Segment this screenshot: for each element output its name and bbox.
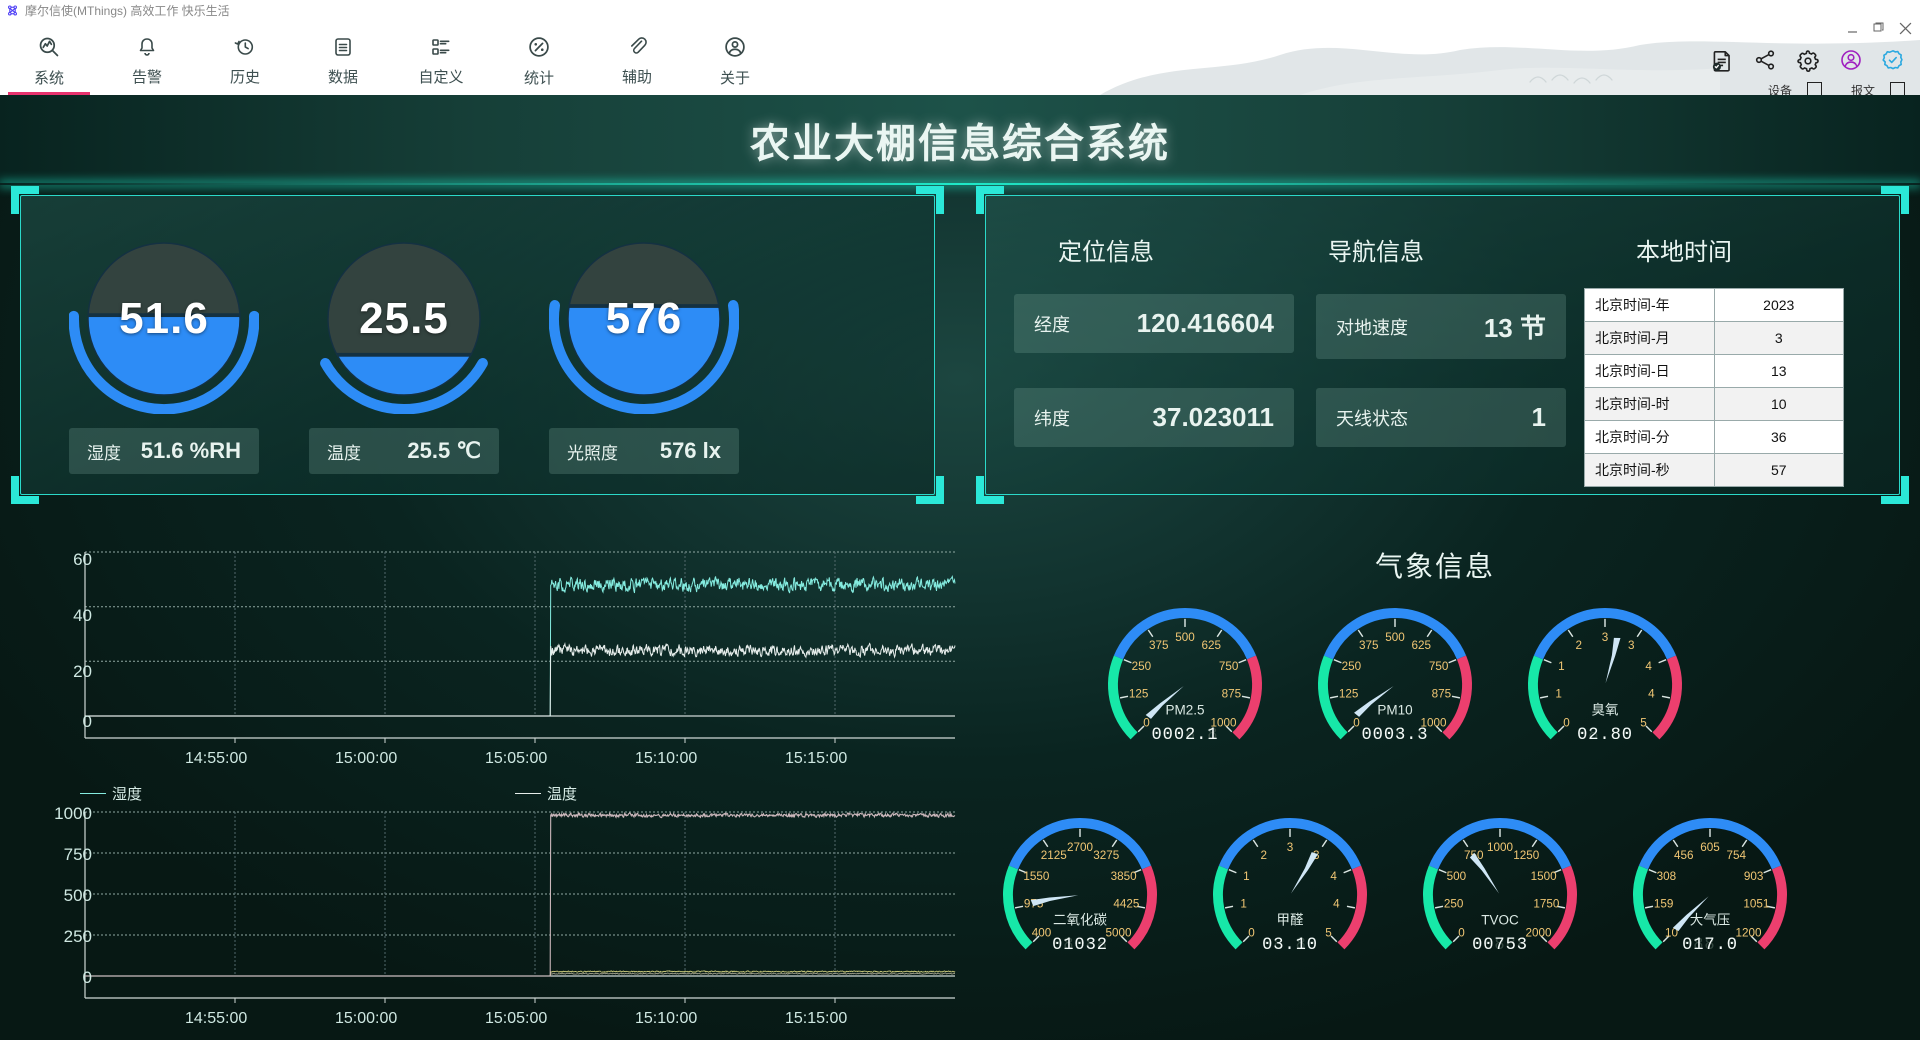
svg-text:250: 250 (1444, 897, 1464, 910)
svg-text:125: 125 (1129, 687, 1149, 700)
svg-text:1500: 1500 (1531, 870, 1558, 883)
svg-text:5000: 5000 (1106, 927, 1133, 940)
svg-text:4: 4 (1648, 687, 1655, 700)
svg-text:750: 750 (1219, 660, 1239, 673)
svg-text:0: 0 (1248, 927, 1255, 940)
svg-text:2125: 2125 (1041, 849, 1068, 862)
svg-text:1: 1 (1558, 660, 1565, 673)
svg-text:甲醛: 甲醛 (1277, 913, 1305, 928)
svg-text:1: 1 (1240, 897, 1247, 910)
svg-text:0: 0 (1458, 927, 1465, 940)
svg-text:375: 375 (1149, 639, 1169, 652)
svg-text:875: 875 (1432, 687, 1452, 700)
svg-text:4: 4 (1645, 660, 1652, 673)
svg-text:400: 400 (1032, 927, 1052, 940)
svg-text:3: 3 (1602, 631, 1609, 644)
svg-text:159: 159 (1654, 897, 1674, 910)
svg-text:02.80: 02.80 (1577, 726, 1633, 745)
svg-text:625: 625 (1202, 639, 1222, 652)
svg-text:3: 3 (1287, 841, 1294, 854)
svg-text:250: 250 (1342, 660, 1362, 673)
svg-text:2700: 2700 (1067, 841, 1094, 854)
svg-text:03.10: 03.10 (1262, 936, 1318, 955)
svg-text:01032: 01032 (1052, 936, 1108, 955)
svg-text:4: 4 (1333, 897, 1340, 910)
svg-text:0: 0 (1143, 717, 1150, 730)
svg-text:二氧化碳: 二氧化碳 (1053, 913, 1107, 928)
svg-text:500: 500 (1175, 631, 1195, 644)
svg-text:2: 2 (1260, 849, 1267, 862)
svg-text:456: 456 (1674, 849, 1694, 862)
svg-text:大气压: 大气压 (1690, 913, 1731, 928)
svg-text:750: 750 (1429, 660, 1449, 673)
svg-text:2000: 2000 (1526, 927, 1553, 940)
svg-text:903: 903 (1744, 870, 1764, 883)
svg-text:PM2.5: PM2.5 (1165, 703, 1204, 718)
svg-text:TVOC: TVOC (1481, 913, 1519, 928)
svg-text:1200: 1200 (1736, 927, 1763, 940)
svg-text:臭氧: 臭氧 (1592, 703, 1619, 718)
svg-text:500: 500 (1447, 870, 1467, 883)
svg-text:500: 500 (1385, 631, 1405, 644)
svg-text:5: 5 (1325, 927, 1332, 940)
svg-text:125: 125 (1339, 687, 1359, 700)
svg-text:4: 4 (1330, 870, 1337, 883)
svg-text:1000: 1000 (1487, 841, 1514, 854)
svg-text:1250: 1250 (1513, 849, 1540, 862)
svg-text:4425: 4425 (1113, 897, 1140, 910)
svg-text:375: 375 (1359, 639, 1379, 652)
svg-text:1750: 1750 (1533, 897, 1560, 910)
svg-text:1: 1 (1555, 687, 1562, 700)
svg-text:00753: 00753 (1472, 936, 1528, 955)
svg-text:3275: 3275 (1093, 849, 1120, 862)
svg-text:250: 250 (1132, 660, 1152, 673)
svg-text:308: 308 (1657, 870, 1677, 883)
svg-text:5: 5 (1640, 717, 1647, 730)
svg-text:2: 2 (1575, 639, 1582, 652)
svg-text:0: 0 (1563, 717, 1570, 730)
svg-text:1051: 1051 (1743, 897, 1769, 910)
svg-text:1550: 1550 (1023, 870, 1050, 883)
svg-text:625: 625 (1412, 639, 1432, 652)
svg-text:754: 754 (1727, 849, 1747, 862)
svg-text:0003.3: 0003.3 (1362, 726, 1429, 745)
svg-text:017.0: 017.0 (1682, 936, 1738, 955)
svg-text:3850: 3850 (1111, 870, 1138, 883)
svg-text:0002.1: 0002.1 (1152, 726, 1219, 745)
svg-text:875: 875 (1222, 687, 1242, 700)
svg-text:3: 3 (1628, 639, 1635, 652)
svg-text:605: 605 (1700, 841, 1720, 854)
svg-text:PM10: PM10 (1377, 703, 1412, 718)
svg-text:0: 0 (1353, 717, 1360, 730)
svg-text:1: 1 (1243, 870, 1250, 883)
